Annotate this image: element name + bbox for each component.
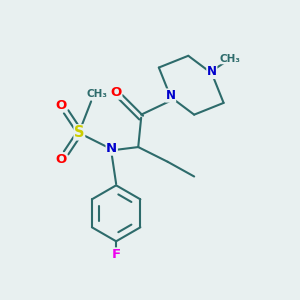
Text: N: N xyxy=(207,65,217,79)
Text: O: O xyxy=(56,153,67,166)
Text: N: N xyxy=(106,142,117,155)
Text: O: O xyxy=(110,86,122,99)
Text: F: F xyxy=(112,248,121,261)
Text: S: S xyxy=(74,125,85,140)
Text: O: O xyxy=(56,99,67,112)
Text: N: N xyxy=(166,89,176,102)
Text: CH₃: CH₃ xyxy=(219,54,240,64)
Text: CH₃: CH₃ xyxy=(86,89,107,99)
